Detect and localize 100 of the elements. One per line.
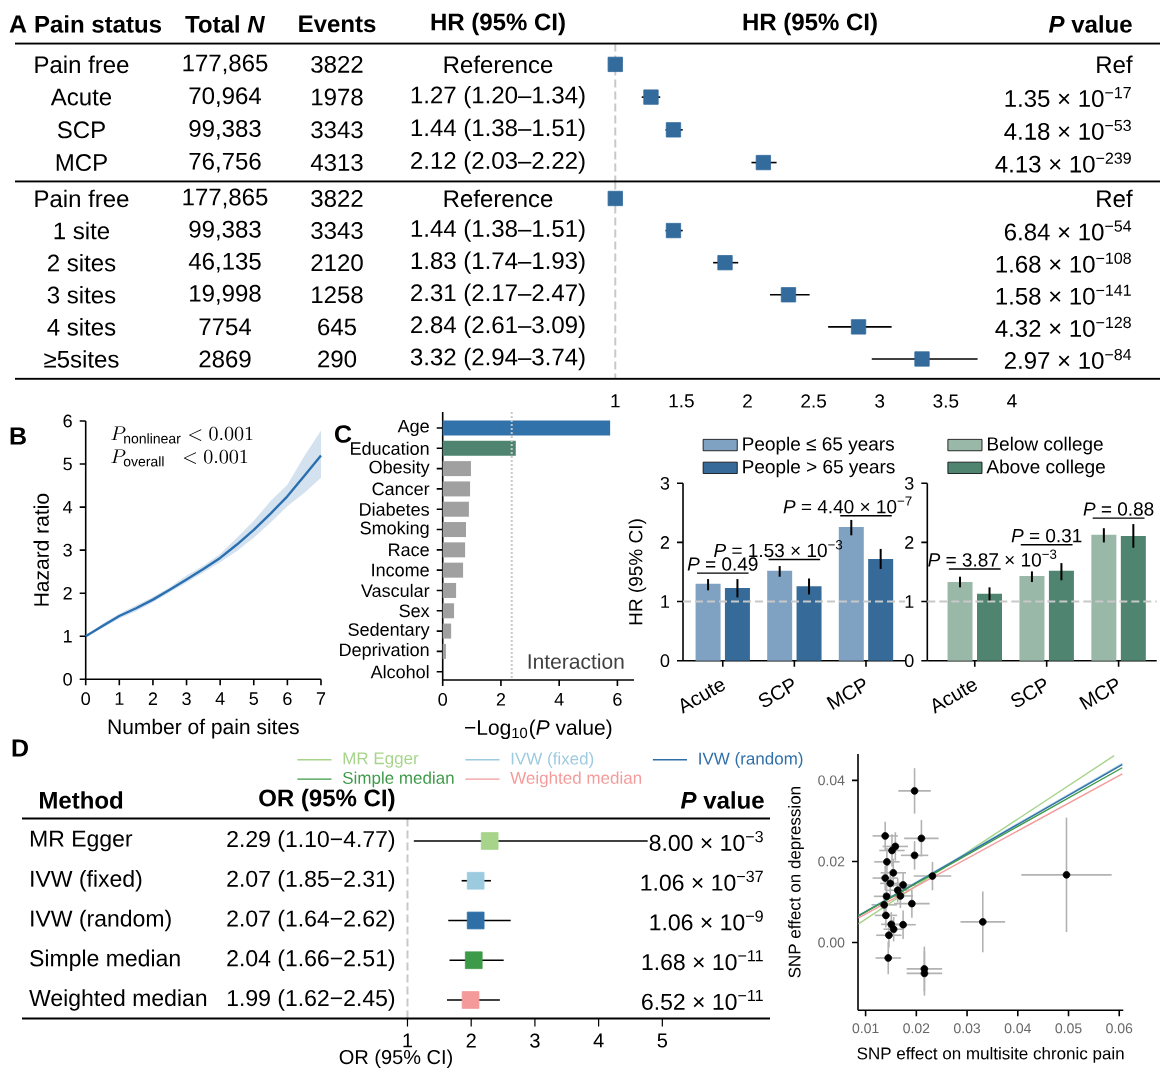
- y-tick-label: Sex: [399, 604, 430, 618]
- annotation: 2.04 (1.66−2.51): [227, 949, 395, 971]
- annotation: P = 3.87 × 10$^{−3}$: [928, 549, 1057, 567]
- y-tick-label: Vascular: [361, 583, 430, 598]
- annotation: 290: [318, 350, 357, 368]
- x-tick-label: 0.03: [953, 1023, 981, 1034]
- y-tick-label: Weighted median: [29, 989, 207, 1011]
- text: D: [12, 739, 28, 757]
- y-tick-label: MR Egger: [30, 830, 133, 852]
- y-tick-label: 0: [660, 654, 670, 668]
- legend-label: People ≤ 65 years: [743, 436, 894, 455]
- annotation: 8.00 × 10$^{−3}$: [649, 830, 763, 852]
- text: HR (95% CI): [743, 12, 877, 36]
- y-tick-label: 3: [660, 476, 670, 490]
- x-tick-label: 2: [148, 692, 158, 705]
- x-tick-label: Acute: [932, 680, 977, 714]
- x-tick-label: 3: [875, 394, 885, 408]
- x-tick-label: SCP: [758, 678, 794, 708]
- annotation: 2.12 (2.03–2.22): [411, 151, 585, 174]
- annotation: 177,865: [183, 54, 268, 75]
- ref-line-label: Interaction: [528, 653, 624, 669]
- annotation: 1.44 (1.38–1.51): [411, 219, 585, 242]
- legend-label: Above college: [986, 459, 1105, 478]
- annotation: 1.83 (1.74–1.93): [411, 251, 585, 274]
- annotation: 3343: [311, 121, 363, 139]
- x-axis-title: −Log$_{10}$(P value): [465, 719, 612, 740]
- annotation: 2.97 × 10$^{−84}$: [1004, 348, 1132, 370]
- annotation: 76,756: [189, 152, 261, 173]
- x-tick-label: 1.5: [669, 394, 694, 408]
- y-tick-label: 3: [63, 543, 72, 557]
- x-tick-label: 6: [613, 693, 622, 706]
- annotation: 7754: [199, 318, 251, 336]
- y-tick-label: ≥5sites: [44, 350, 119, 368]
- legend-label: Weighted median: [510, 771, 642, 788]
- annotation: 1258: [312, 286, 363, 304]
- legend-label: Below college: [987, 436, 1103, 455]
- x-tick-label: 4: [215, 692, 225, 705]
- text: P value: [680, 791, 764, 809]
- y-tick-label: Simple median: [30, 949, 180, 971]
- x-tick-label: 0: [438, 693, 448, 706]
- annotation: 2.31 (2.17–2.47): [411, 283, 585, 306]
- x-tick-label: 3.5: [933, 394, 959, 408]
- y-tick-label: Obesity: [369, 460, 430, 477]
- annotation: 3343: [311, 222, 363, 240]
- text: B: [10, 427, 26, 445]
- y-tick-label: 1: [905, 595, 914, 608]
- y-tick-label: Diabetes: [360, 502, 429, 516]
- y-tick-label: MCP: [56, 154, 107, 172]
- y-tick-label: 4: [63, 500, 73, 514]
- x-axis-title: Number of pain sites: [108, 718, 299, 739]
- annotation: 2.07 (1.64−2.62): [227, 909, 395, 932]
- x-tick-label: 0.06: [1106, 1023, 1133, 1034]
- annotation: Ref: [1097, 55, 1133, 74]
- y-tick-label: 1: [64, 630, 72, 643]
- text: P value: [1048, 15, 1132, 33]
- annotation: 1.35 × 10$^{−17}$: [1005, 87, 1131, 108]
- text: HR (95% CI): [431, 12, 565, 36]
- y-tick-label: 0.00: [818, 937, 845, 948]
- y-tick-label: Deprivation: [340, 643, 429, 660]
- y-tick-label: 0.04: [818, 775, 845, 786]
- x-tick-label: 6: [283, 692, 292, 706]
- x-tick-label: 5: [249, 692, 259, 705]
- annotation: 1.68 × 10$^{−11}$: [642, 950, 763, 971]
- annotation: 6.52 × 10$^{−11}$: [642, 989, 763, 1010]
- x-tick-label: 0.05: [1055, 1023, 1082, 1034]
- y-tick-label: Income: [372, 563, 429, 577]
- x-tick-label: 3: [182, 692, 191, 706]
- annotation: 99,383: [189, 119, 261, 140]
- legend-label: IVW (fixed): [511, 752, 594, 768]
- annotation: $P_{\mathrm{nonlinear}} < 0.001$: [111, 426, 253, 444]
- annotation: 1.68 × 10$^{−108}$: [996, 252, 1131, 273]
- annotation: 2.84 (2.61–3.09): [411, 315, 585, 339]
- annotation: 3822: [311, 189, 363, 207]
- annotation: 1.06 × 10$^{−37}$: [641, 870, 763, 891]
- x-axis-title: OR (95% CI): [339, 1049, 452, 1069]
- annotation: 4.32 × 10$^{−128}$: [995, 316, 1131, 337]
- y-tick-label: 2: [63, 586, 72, 600]
- x-tick-label: 2: [496, 693, 506, 706]
- annotation: P = 0.31: [1011, 528, 1082, 543]
- y-tick-label: Pain free: [35, 189, 129, 208]
- annotation: 1.44 (1.38–1.51): [411, 118, 585, 142]
- annotation: 19,998: [190, 284, 261, 305]
- annotation: 1.99 (1.62−2.45): [227, 989, 395, 1011]
- y-tick-label: 2: [660, 536, 670, 549]
- x-tick-label: SCP: [1011, 678, 1046, 708]
- y-tick-label: Race: [389, 543, 429, 557]
- y-axis-title: SNP effect on depression: [788, 787, 804, 978]
- y-tick-label: 2: [905, 536, 914, 549]
- y-tick-label: 0.02: [818, 856, 845, 867]
- annotation: P = 0.49: [687, 557, 758, 571]
- y-tick-label: Pain free: [35, 55, 129, 74]
- annotation: 1.58 × 10$^{−141}$: [996, 284, 1131, 305]
- text: A: [9, 15, 27, 33]
- y-tick-label: 0: [904, 654, 914, 668]
- y-axis-title: Hazard ratio: [33, 493, 49, 606]
- y-tick-label: Sedentary: [348, 622, 430, 640]
- y-tick-label: 3 sites: [47, 285, 116, 304]
- x-tick-label: 0.04: [1004, 1023, 1031, 1034]
- y-tick-label: Age: [397, 419, 429, 437]
- y-tick-label: 4 sites: [47, 318, 116, 336]
